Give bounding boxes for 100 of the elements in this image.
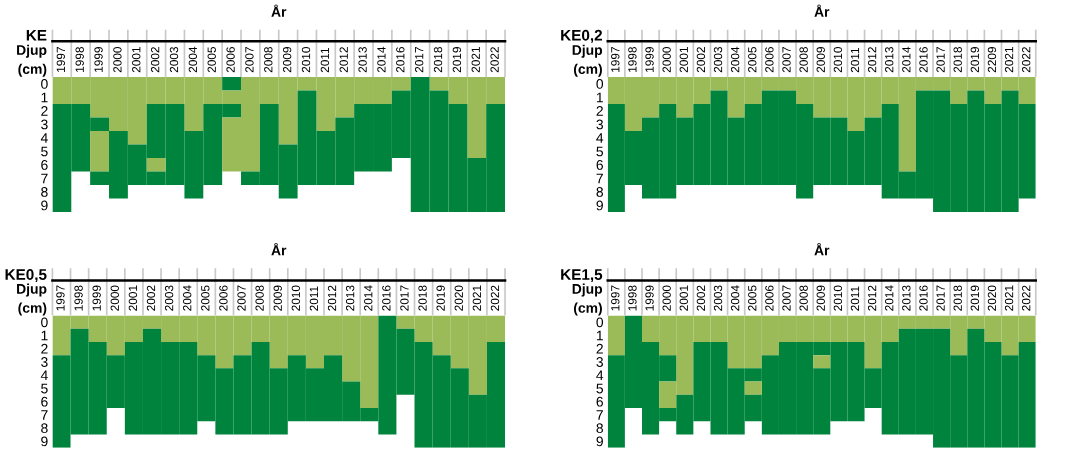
x-tick-label: 2007 [237, 285, 246, 311]
x-tick-label: 2000 [662, 46, 671, 73]
y-tick-label: 4 [40, 133, 48, 143]
y-tick-label: 3 [596, 357, 603, 367]
x-tick-label: 2011 [320, 47, 330, 73]
x-tick-label: 1999 [645, 285, 654, 311]
x-tick-label: 2001 [679, 285, 688, 311]
x-axis-title: År [814, 242, 830, 256]
y-tick-label: 1 [41, 92, 48, 103]
x-tick-label: 2014 [377, 46, 386, 73]
x-tick-label: 2006 [765, 47, 774, 73]
x-tick-label: 2013 [885, 47, 894, 73]
y-tick-label: 2 [596, 106, 603, 116]
x-tick-label: 2018 [418, 285, 427, 311]
x-tick-label: 2021 [471, 47, 480, 73]
x-tick-label: 2012 [327, 285, 337, 311]
y-tick-label: 8 [41, 423, 48, 434]
x-tick-label: 2007 [245, 47, 254, 73]
x-tick-label: 1999 [92, 285, 101, 311]
x-tick-label: 2209 [987, 47, 997, 73]
x-tick-label: 1997 [56, 47, 66, 72]
x-tick-label: 2009 [282, 47, 292, 73]
x-axis-title: År [814, 4, 830, 17]
y-tick-label: 4 [596, 370, 604, 381]
x-tick-label: 2005 [207, 47, 216, 73]
y-tick-label: 1 [41, 330, 48, 341]
x-tick-label: 2014 [885, 285, 894, 311]
x-tick-label: 1998 [75, 47, 84, 72]
x-tick-label: 2001 [132, 47, 141, 73]
y-tick-label: 0 [41, 317, 48, 328]
y-tick-label: 3 [41, 357, 48, 367]
x-tick-label: 2017 [936, 285, 945, 311]
x-tick-label: 2021 [472, 285, 482, 311]
y-tick-label: 7 [596, 410, 603, 420]
x-tick-label: 2019 [436, 285, 445, 311]
x-tick-label: 2019 [970, 285, 980, 311]
x-tick-label: 2016 [919, 47, 928, 73]
y-tick-label: 9 [41, 200, 48, 211]
x-tick-label: 1997 [56, 285, 65, 311]
y-axis-title: Djup (cm) [572, 283, 603, 316]
x-tick-label: 2008 [799, 285, 808, 311]
y-tick-label: 8 [596, 423, 603, 434]
chart-title: KE [26, 29, 47, 41]
x-axis-title: År [271, 242, 287, 256]
x-tick-label: 2006 [219, 285, 228, 311]
y-tick-label: 4 [40, 370, 48, 381]
x-tick-label: 1997 [611, 47, 620, 72]
y-tick-label: 0 [596, 79, 604, 89]
y-tick-label: 8 [596, 187, 603, 197]
x-tick-label: 2000 [113, 46, 122, 73]
y-tick-label: 1 [596, 330, 603, 341]
x-tick-label: 2017 [414, 47, 424, 73]
chart-title: KE0,5 [5, 269, 47, 283]
x-axis-title: År [271, 4, 287, 17]
y-tick-label: 9 [41, 436, 48, 447]
chart-title: KE0,2 [561, 29, 603, 43]
x-tick-label: 2004 [183, 285, 192, 311]
x-tick-label: 2007 [782, 47, 791, 73]
y-axis-title: Djup (cm) [572, 44, 603, 77]
x-tick-label: 2005 [748, 285, 757, 311]
y-tick-label: 7 [596, 173, 603, 184]
x-tick-label: 2002 [696, 285, 706, 311]
x-tick-label: 2019 [452, 47, 462, 73]
x-tick-label: 2013 [902, 285, 911, 311]
x-tick-label: 2012 [339, 47, 348, 73]
x-tick-label: 2002 [696, 47, 706, 73]
x-tick-label: 2010 [833, 46, 843, 73]
y-tick-label: 3 [596, 119, 603, 130]
x-tick-label: 2003 [713, 285, 723, 311]
x-tick-label: 2018 [433, 47, 443, 73]
x-tick-label: 2002 [150, 47, 160, 73]
x-tick-label: 2009 [816, 285, 825, 311]
x-tick-label: 2014 [902, 46, 911, 73]
y-tick-label: 5 [596, 146, 604, 157]
y-tick-label: 2 [596, 343, 603, 354]
x-tick-label: 2017 [936, 47, 945, 73]
x-tick-label: 2008 [264, 47, 273, 73]
y-tick-label: 5 [41, 146, 48, 157]
x-tick-label: 2013 [358, 47, 367, 73]
x-tick-label: 2017 [400, 285, 409, 311]
y-tick-label: 3 [41, 119, 48, 130]
y-tick-label: 2 [41, 343, 48, 354]
y-tick-label: 4 [596, 133, 604, 143]
x-tick-label: 2012 [867, 47, 877, 73]
x-tick-label: 2011 [850, 47, 860, 73]
x-tick-label: 2014 [364, 285, 373, 311]
x-tick-label: 2020 [454, 285, 463, 311]
x-tick-label: 2016 [382, 285, 391, 311]
y-tick-label: 6 [41, 396, 48, 407]
x-tick-label: 2001 [679, 47, 688, 73]
x-tick-label: 2003 [713, 47, 723, 73]
y-tick-label: 5 [596, 383, 604, 394]
x-tick-label: 2006 [765, 285, 774, 311]
x-tick-label: 2022 [490, 285, 500, 311]
y-tick-label: 7 [41, 410, 48, 420]
x-tick-label: 2002 [146, 285, 156, 311]
x-tick-label: 2022 [1022, 285, 1031, 311]
x-tick-label: 2020 [987, 285, 997, 311]
x-tick-label: 2022 [1022, 47, 1031, 73]
y-tick-label: 6 [596, 160, 603, 170]
